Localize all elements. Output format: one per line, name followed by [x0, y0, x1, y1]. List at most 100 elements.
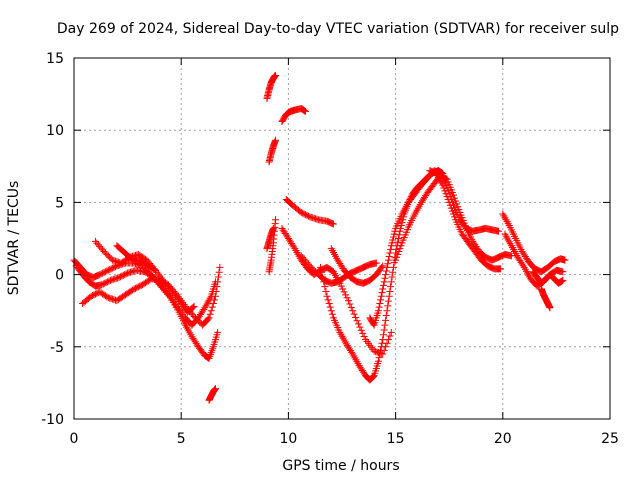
data-point-marker	[329, 220, 337, 228]
data-point-marker	[519, 262, 527, 270]
data-point-marker	[497, 265, 505, 273]
x-tick-labels: 0 5 10 15 20 25	[70, 431, 619, 447]
data-point-marker	[546, 304, 554, 312]
data-point-marker	[343, 294, 351, 302]
data-point-marker	[307, 263, 315, 271]
data-point-marker	[396, 245, 404, 253]
data-point-marker	[394, 235, 402, 242]
data-point-marker	[375, 303, 383, 311]
data-point-marker	[454, 203, 462, 211]
data-point-marker	[107, 265, 115, 273]
data-point-marker	[439, 181, 447, 189]
data-point-marker	[216, 263, 224, 271]
data-point-marker	[91, 237, 99, 245]
data-point-marker	[342, 291, 350, 299]
data-point-marker	[212, 385, 220, 393]
data-point-marker	[321, 283, 329, 291]
data-point-marker	[387, 245, 395, 253]
data-point-marker	[214, 278, 222, 286]
data-point-marker	[136, 282, 144, 290]
data-point-marker	[346, 300, 354, 308]
data-point-marker	[320, 278, 328, 286]
data-point-marker	[304, 212, 312, 220]
data-point-marker	[272, 71, 280, 79]
data-point-marker	[206, 310, 214, 318]
series-track-s	[426, 167, 505, 273]
data-point-marker	[312, 268, 320, 276]
data-point-marker	[302, 211, 310, 219]
data-point-marker	[446, 201, 454, 209]
series-track-n	[297, 252, 380, 287]
data-point-marker	[90, 291, 98, 299]
data-point-marker	[290, 243, 298, 251]
y-tick-label: 0	[55, 268, 64, 284]
data-point-marker	[103, 267, 111, 275]
data-point-marker	[300, 210, 308, 218]
data-point-marker	[106, 253, 114, 261]
data-point-marker	[394, 238, 402, 246]
data-point-marker	[559, 268, 567, 276]
data-point-marker	[104, 278, 112, 286]
data-point-marker	[96, 271, 104, 279]
data-point-marker	[399, 216, 407, 224]
data-point-marker	[353, 317, 361, 325]
data-point-marker	[445, 198, 453, 206]
data-point-marker	[383, 263, 391, 271]
data-point-marker	[205, 314, 213, 322]
data-point-marker	[194, 317, 202, 325]
data-point-marker	[442, 190, 450, 198]
data-point-marker	[104, 266, 112, 274]
data-point-marker	[380, 326, 388, 334]
data-point-marker	[93, 239, 101, 247]
data-point-marker	[299, 209, 307, 217]
data-point-marker	[110, 263, 118, 271]
data-point-marker	[395, 247, 403, 255]
data-point-marker	[214, 273, 222, 281]
data-point-marker	[193, 315, 201, 323]
data-point-marker	[382, 316, 390, 324]
data-point-marker	[383, 307, 391, 315]
data-point-marker	[97, 244, 105, 252]
data-point-marker	[398, 219, 406, 227]
data-point-marker	[189, 303, 197, 311]
data-point-marker	[87, 292, 95, 300]
data-point-marker	[215, 268, 223, 276]
data-point-marker	[161, 280, 169, 288]
data-point-marker	[389, 236, 397, 244]
data-point-marker	[150, 266, 158, 274]
data-point-marker	[164, 290, 172, 298]
data-point-marker	[384, 297, 392, 305]
series-track-k	[263, 224, 277, 253]
data-point-marker	[130, 285, 138, 293]
data-point-marker	[159, 285, 167, 293]
series-track-i	[278, 105, 310, 126]
data-point-marker	[119, 271, 127, 279]
data-point-marker	[297, 209, 305, 217]
data-point-marker	[109, 264, 117, 272]
series-track-h	[265, 136, 280, 166]
data-point-marker	[379, 285, 387, 293]
x-tick-label: 20	[494, 431, 512, 447]
data-point-marker	[302, 257, 310, 265]
data-point-marker	[377, 346, 385, 354]
data-point-marker	[379, 336, 387, 344]
data-point-marker	[304, 260, 312, 268]
series-track-m	[282, 196, 337, 228]
data-point-marker	[360, 332, 368, 340]
data-point-marker	[384, 302, 392, 310]
y-tick-label: 5	[55, 195, 64, 211]
data-point-marker	[356, 323, 364, 331]
data-point-marker	[115, 273, 123, 281]
data-point-marker	[129, 286, 137, 294]
data-point-marker	[131, 284, 139, 292]
data-point-marker	[91, 290, 99, 298]
data-point-marker	[105, 277, 113, 285]
data-point-marker	[354, 320, 362, 328]
chart-title: Day 269 of 2024, Sidereal Day-to-day VTE…	[57, 21, 619, 37]
data-point-marker	[104, 252, 112, 260]
series-track-o	[327, 245, 387, 287]
data-point-marker	[303, 259, 311, 267]
y-tick-label: -5	[50, 340, 64, 356]
data-point-marker	[190, 302, 198, 310]
data-point-marker	[382, 312, 390, 320]
